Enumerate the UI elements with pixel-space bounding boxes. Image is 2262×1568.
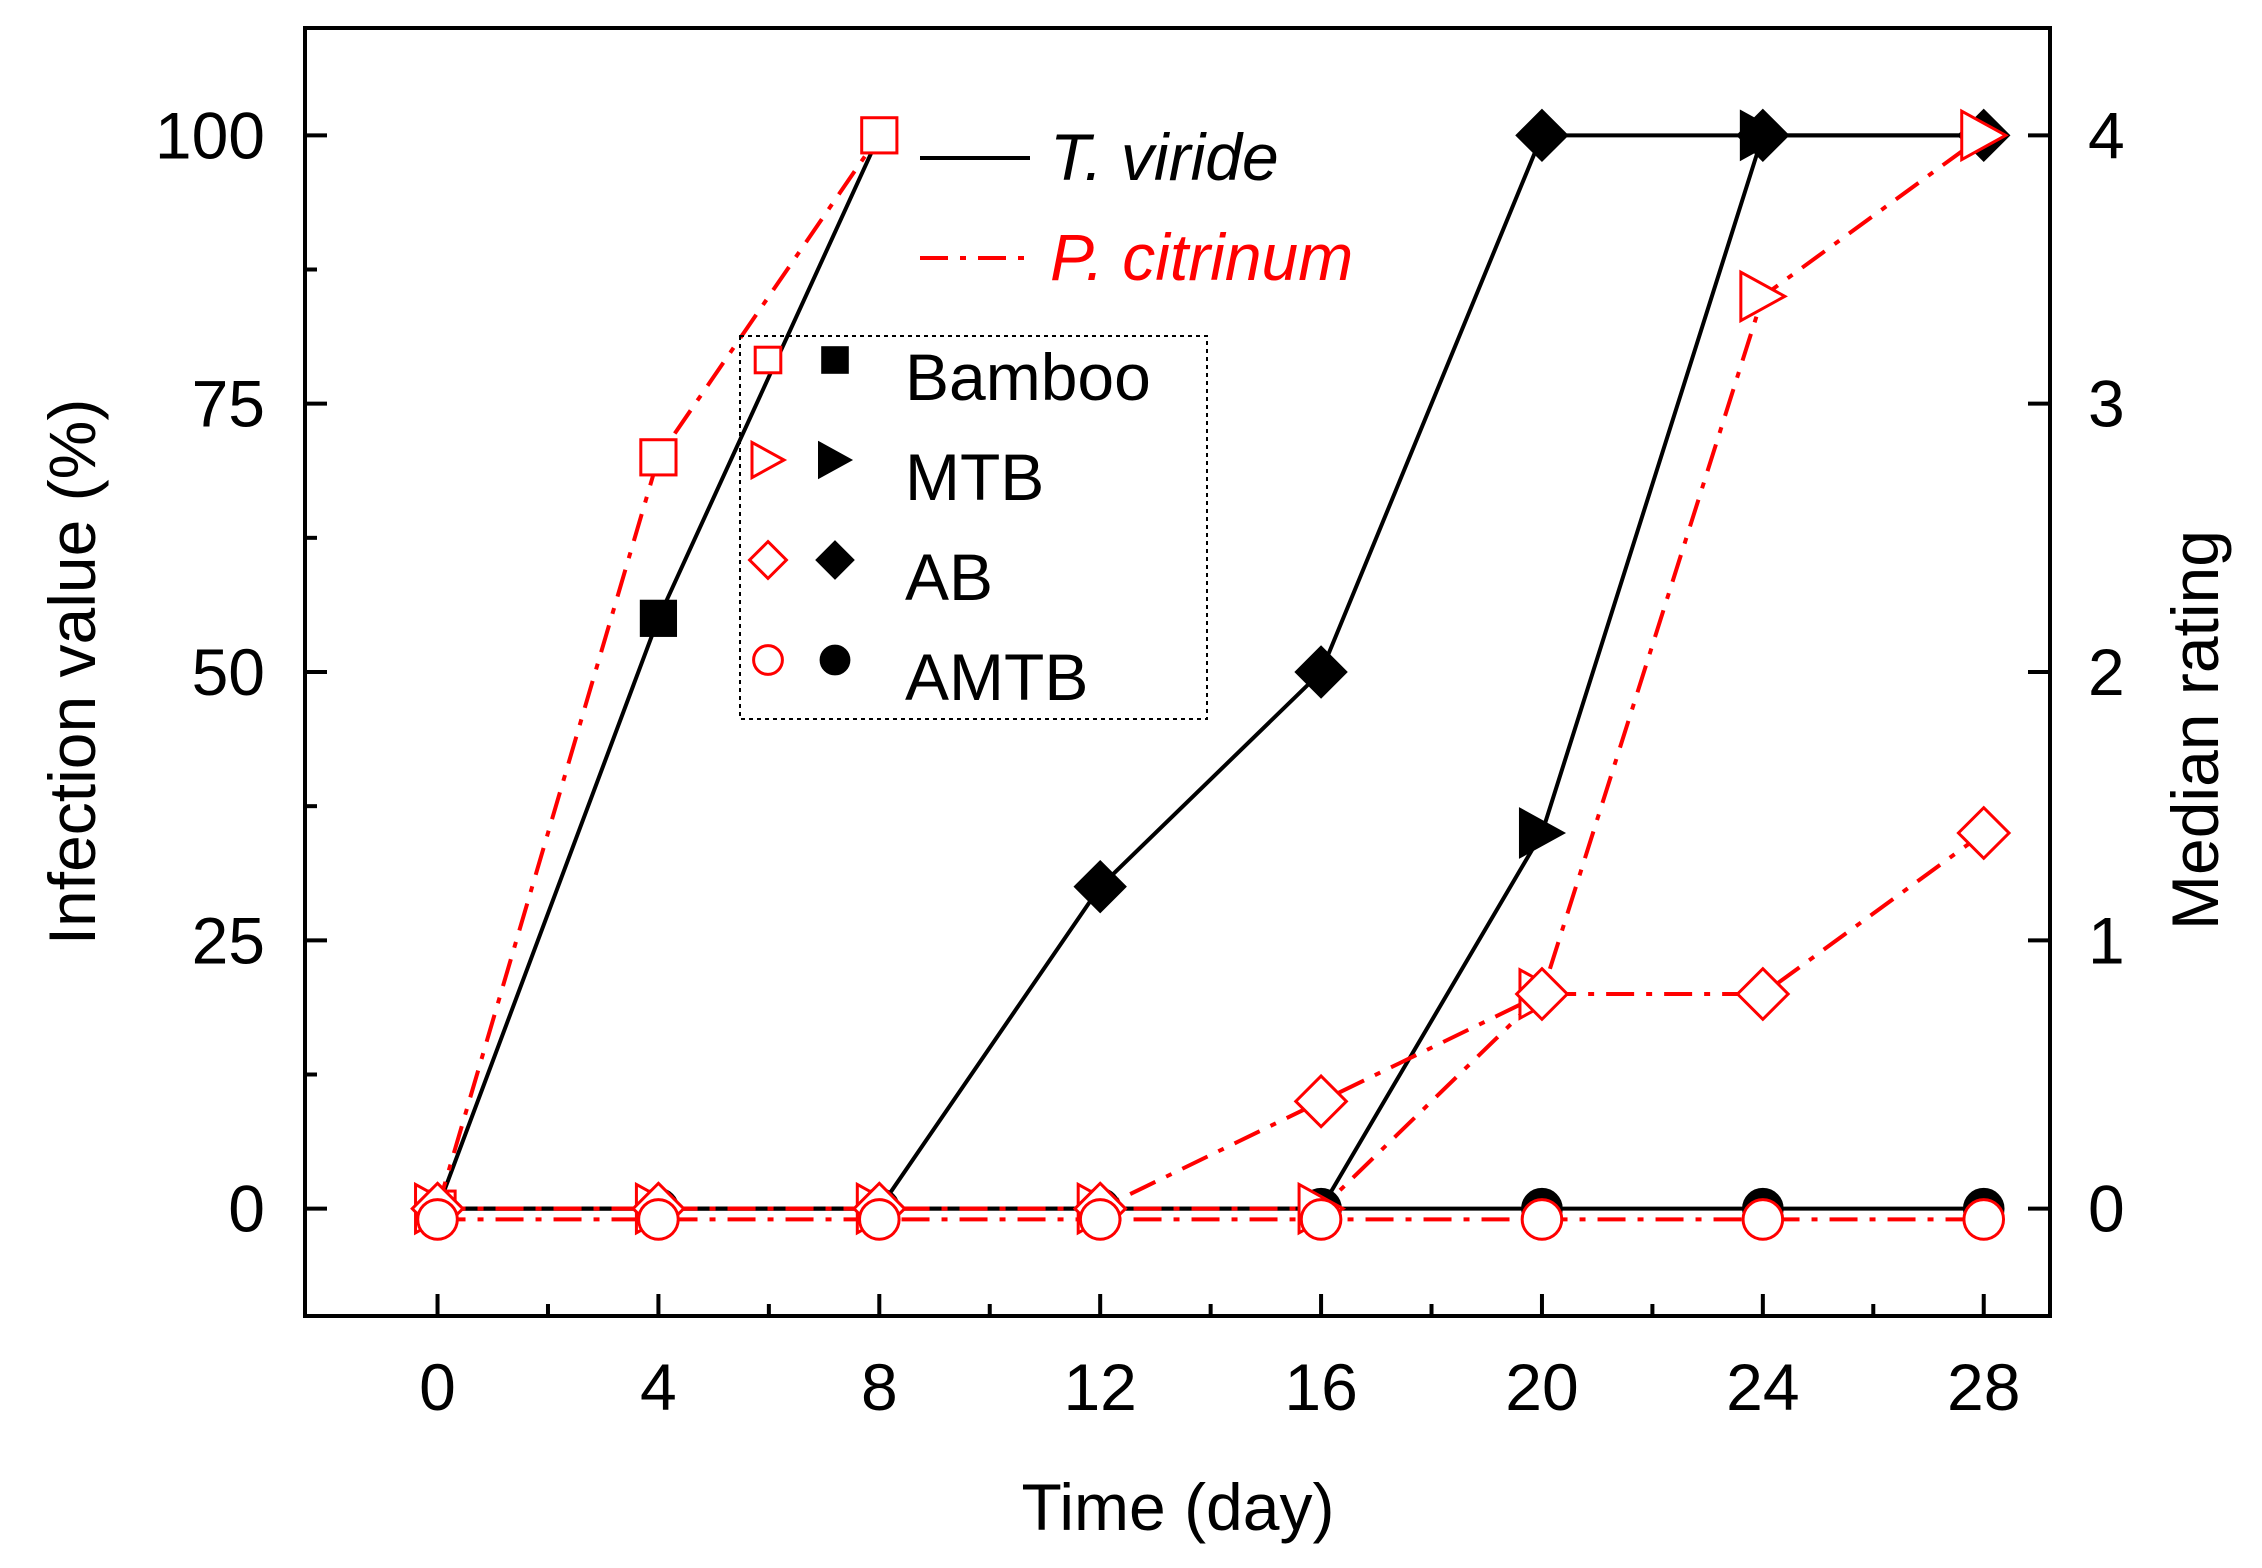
x-tick-label: 16 [1284,1350,1357,1424]
data-point-ab-p-citrinum [1735,966,1791,1022]
data-point-ab-t-viride [1515,108,1569,163]
x-tick-label: 12 [1063,1350,1136,1424]
series-markers [410,108,2012,1241]
data-point-bamboo-p-citrinum [639,438,678,477]
legend-label-mtb: MTB [905,440,1044,514]
series-line-p-citrinum-ab [437,831,1985,1211]
x-tick-label: 20 [1505,1350,1578,1424]
legend-marker-mtb-filled [818,440,854,480]
data-point-amtb-p-citrinum [1520,1198,1564,1241]
y-axis-label: Infection value (%) [35,399,109,946]
legend-label-ab: AB [905,540,993,614]
y2-axis-label: Median rating [2158,530,2232,930]
x-tick-label: 0 [419,1350,456,1424]
x-tick-label: 8 [861,1350,898,1424]
x-tick-label: 24 [1726,1350,1799,1424]
series-lines [435,133,1985,1222]
data-point-ab-p-citrinum [1514,966,1570,1022]
data-point-bamboo-p-citrinum [860,116,899,155]
data-point-ab-t-viride [1294,645,1348,699]
y-tick-label: 50 [192,635,265,709]
y-tick-label: 0 [228,1172,265,1246]
data-point-ab-t-viride [1073,859,1127,914]
x-tick-label: 28 [1947,1350,2020,1424]
data-point-mtb-p-citrinum [1960,108,2009,163]
y-tick-label: 75 [192,367,265,441]
y2-tick-label: 0 [2088,1172,2125,1246]
y2-tick-label: 2 [2088,635,2125,709]
legend-marker-ab-open [747,539,789,581]
legend-marker-bamboo-open [753,345,783,375]
data-point-mtb-t-viride [1518,807,1567,859]
y2-tick-label: 4 [2088,98,2125,172]
legend-label-bamboo: Bamboo [905,340,1151,414]
x-tick-label: 4 [640,1350,677,1424]
y2-tick-label: 3 [2088,367,2125,441]
data-point-mtb-t-viride [1739,109,1787,162]
data-point-bamboo-t-viride [639,599,678,637]
legend-marker-amtb-open [752,644,784,676]
data-point-ab-p-citrinum [1956,805,2012,861]
y-tick-label: 100 [155,98,265,172]
legend-marker-ab-filled [815,540,855,580]
data-point-amtb-p-citrinum [637,1198,680,1241]
axis-ticks [305,133,2050,1316]
legend-label-p-citrinum: P. citrinum [1050,220,1353,294]
legend-label-amtb: AMTB [905,640,1088,714]
data-point-amtb-p-citrinum [416,1198,459,1241]
y-tick-label: 25 [192,903,265,977]
x-axis-label: Time (day) [1022,1470,1335,1544]
fungus-legend: T. viride P. citrinum [920,120,1353,294]
data-point-amtb-p-citrinum [1741,1198,1785,1241]
data-point-amtb-p-citrinum [1299,1198,1343,1241]
y2-tick-label: 1 [2088,903,2125,977]
legend-marker-mtb-open [750,439,788,481]
data-point-amtb-p-citrinum [1078,1198,1122,1241]
data-point-ab-p-citrinum [1293,1073,1349,1129]
data-point-amtb-p-citrinum [1962,1198,2006,1241]
legend-label-t-viride: T. viride [1050,120,1279,194]
legend-marker-amtb-filled [819,644,851,676]
data-point-amtb-p-citrinum [858,1198,901,1241]
data-point-mtb-p-citrinum [1739,269,1788,324]
material-legend: Bamboo MTB AB AMTB [739,335,1208,720]
legend-marker-bamboo-filled [821,346,849,374]
